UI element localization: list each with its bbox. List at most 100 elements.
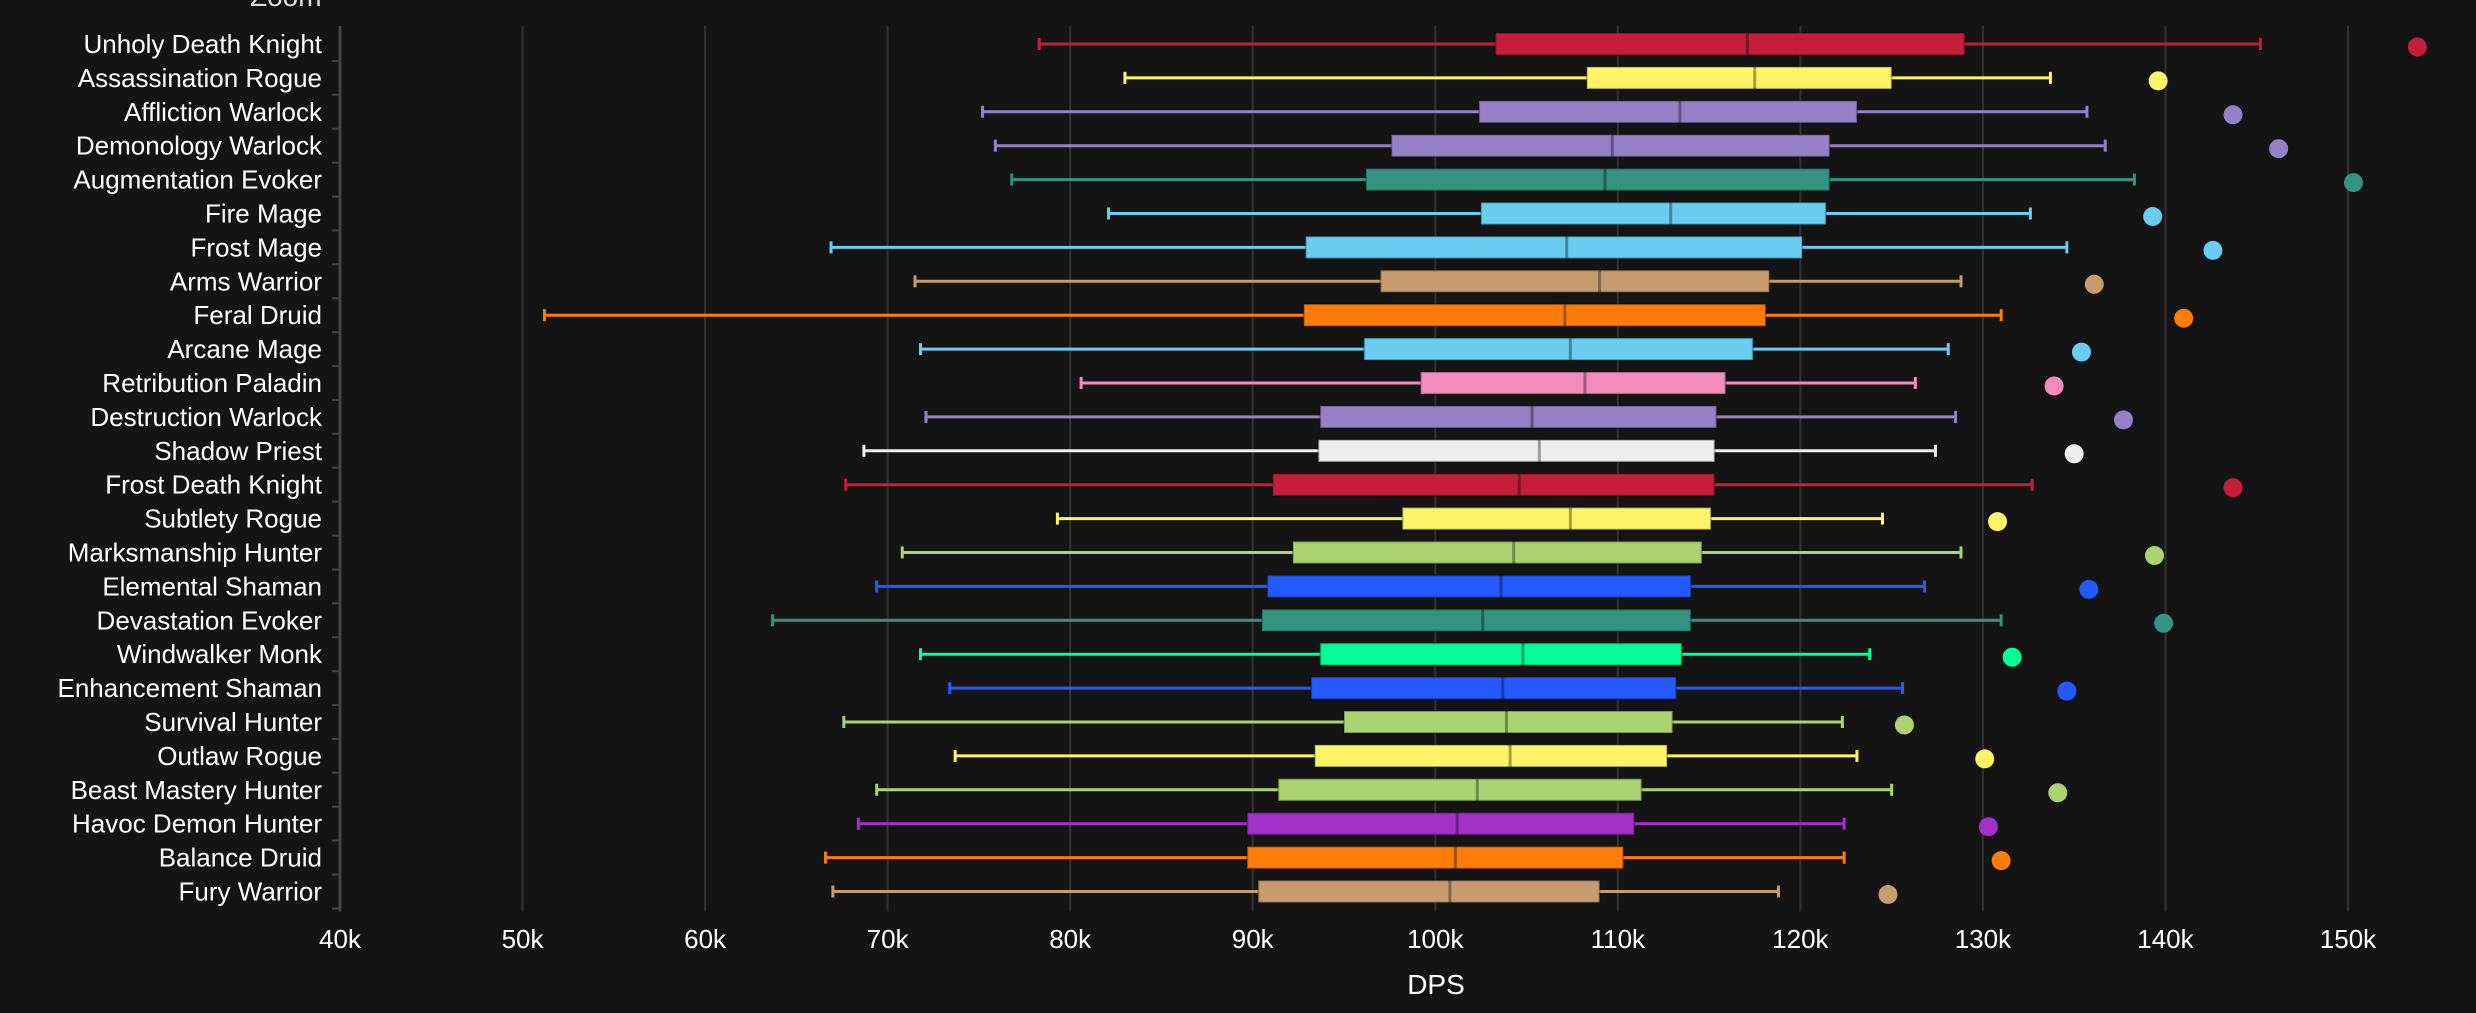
outlier-point [2223, 105, 2243, 125]
iqr-box [1494, 32, 1966, 56]
box-marksmanship-hunter[interactable] [900, 540, 2165, 566]
outlier-point [2203, 240, 2223, 260]
outlier-point [1894, 715, 1914, 735]
outlier-point [2002, 647, 2022, 667]
category-label: Devastation Evoker [97, 605, 323, 635]
box-devastation-evoker[interactable] [771, 608, 2174, 633]
iqr-box [1479, 201, 1827, 226]
box-balance-druid[interactable] [824, 845, 2011, 871]
x-tick-label: 110k [1591, 924, 1646, 954]
category-label: Feral Druid [193, 300, 322, 330]
iqr-box [1246, 845, 1625, 870]
box-elemental-shaman[interactable] [875, 574, 2099, 599]
iqr-box [1585, 65, 1893, 90]
box-frost-mage[interactable] [829, 235, 2223, 260]
category-label: Frost Mage [191, 232, 323, 262]
category-label: Fury Warrior [179, 877, 323, 907]
outlier-point [1878, 885, 1898, 904]
box-unholy-death-knight[interactable] [1037, 32, 2427, 57]
iqr-box [1343, 710, 1674, 734]
iqr-box [1246, 811, 1636, 836]
box-demonology-warlock[interactable] [993, 133, 2289, 159]
iqr-box [1310, 676, 1678, 701]
iqr-box [1317, 438, 1716, 463]
category-label: Destruction Warlock [90, 402, 323, 432]
box-subtlety-rogue[interactable] [1055, 506, 2008, 532]
outlier-point [1988, 512, 2008, 532]
category-label: Unholy Death Knight [84, 29, 323, 59]
category-label: Frost Death Knight [105, 470, 323, 500]
category-label: Augmentation Evoker [73, 165, 322, 195]
x-tick-label: 70k [867, 924, 910, 954]
x-tick-label: 100k [1407, 924, 1464, 954]
category-label: Demonology Warlock [76, 131, 323, 161]
outlier-point [2079, 579, 2099, 599]
box-fury-warrior[interactable] [831, 879, 1898, 905]
outlier-point [2343, 173, 2363, 193]
category-label: Survival Hunter [144, 707, 322, 737]
outlier-point [2148, 71, 2168, 91]
category-label: Outlaw Rogue [157, 741, 322, 771]
x-tick-label: 40k [319, 924, 362, 954]
iqr-box [1478, 99, 1858, 124]
iqr-box [1363, 337, 1754, 362]
box-frost-death-knight[interactable] [844, 472, 2243, 498]
outlier-point [2223, 478, 2243, 498]
category-label: Arcane Mage [167, 334, 322, 364]
iqr-box [1313, 743, 1669, 768]
zoom-title-partial: Zoom [250, 0, 322, 12]
x-tick-label: 60k [684, 924, 727, 954]
category-label: Havoc Demon Hunter [72, 809, 322, 839]
box-assassination-rogue[interactable] [1123, 65, 2168, 91]
x-tick-label: 150k [2320, 924, 2377, 954]
iqr-box [1319, 642, 1683, 667]
box-affliction-warlock[interactable] [981, 99, 2243, 125]
box-feral-druid[interactable] [542, 303, 2194, 328]
box-augmentation-evoker[interactable] [1010, 167, 2363, 193]
outlier-point [2113, 410, 2133, 430]
iqr-box [1401, 506, 1712, 531]
iqr-box [1266, 574, 1692, 599]
box-windwalker-monk[interactable] [918, 642, 2022, 667]
x-tick-label: 130k [1955, 924, 2012, 954]
x-tick-label: 50k [502, 924, 545, 954]
outlier-point [2057, 681, 2077, 701]
box-outlaw-rogue[interactable] [953, 743, 1995, 769]
category-label: Elemental Shaman [102, 571, 322, 601]
outlier-point [2174, 308, 2194, 328]
box-havoc-demon-hunter[interactable] [856, 811, 1998, 837]
iqr-box [1390, 133, 1831, 158]
category-label: Enhancement Shaman [57, 673, 322, 703]
outlier-point [2154, 613, 2174, 633]
box-beast-mastery-hunter[interactable] [875, 777, 2068, 803]
outlier-point [2269, 139, 2289, 159]
outlier-point [2084, 274, 2104, 294]
outlier-point [2064, 444, 2084, 464]
outlier-point [2048, 783, 2068, 803]
x-tick-label: 90k [1232, 924, 1275, 954]
iqr-box [1291, 540, 1703, 565]
category-label: Marksmanship Hunter [68, 538, 323, 568]
box-destruction-warlock[interactable] [924, 404, 2133, 430]
box-retribution-paladin[interactable] [1079, 371, 2064, 396]
y-axis: Unholy Death Knight Assassination Rogue Af… [57, 26, 342, 912]
category-label: Arms Warrior [170, 266, 322, 296]
box-arms-warrior[interactable] [913, 269, 2104, 294]
outlier-point [2407, 37, 2427, 57]
x-tick-label: 140k [2137, 924, 2194, 954]
x-axis: 40k 50k 60k 70k 80k 90k 100k 110k 120k 130k 140k 15… [319, 924, 2377, 954]
iqr-box [1364, 167, 1831, 192]
box-arcane-mage[interactable] [918, 337, 2091, 362]
x-axis-title: DPS [1407, 969, 1465, 1000]
category-label: Subtlety Rogue [144, 504, 322, 534]
iqr-box [1379, 269, 1771, 294]
box-shadow-priest[interactable] [862, 438, 2084, 464]
outlier-point [1978, 817, 1998, 837]
box-enhancement-shaman[interactable] [948, 676, 2077, 701]
iqr-box [1277, 777, 1643, 802]
outlier-point [2044, 376, 2064, 396]
outlier-point [1975, 749, 1995, 769]
x-tick-label: 120k [1772, 924, 1829, 954]
box-fire-mage[interactable] [1107, 201, 2163, 227]
box-survival-hunter[interactable] [842, 710, 1914, 735]
